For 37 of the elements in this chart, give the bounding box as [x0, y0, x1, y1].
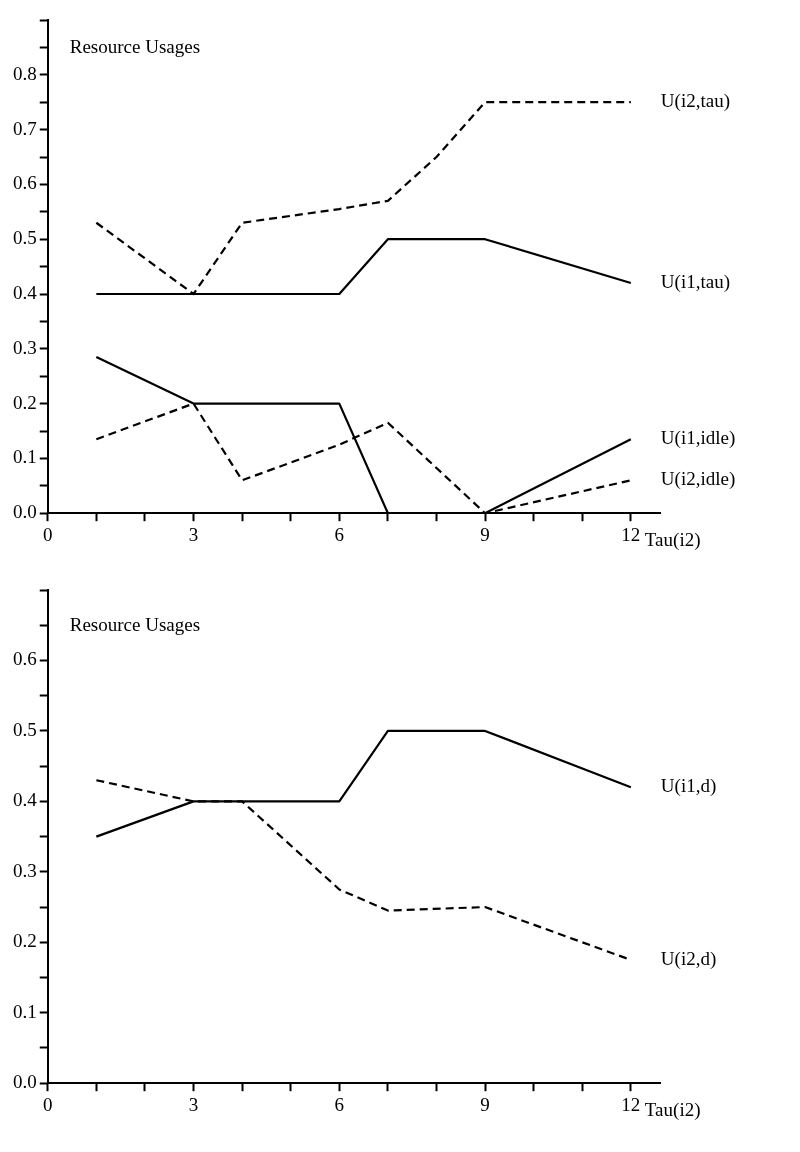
x-tick-label: 9 [480, 523, 490, 545]
y-tick-label: 0.0 [13, 1071, 37, 1093]
series-label: U(i2,idle) [660, 468, 736, 491]
x-tick-label: 9 [480, 1093, 490, 1115]
y-tick-label: 0.5 [13, 227, 37, 249]
x-tick-label: 0 [43, 1093, 53, 1115]
y-tick-label: 0.6 [13, 648, 37, 670]
x-tick-label: 3 [188, 1093, 199, 1115]
series-label: U(i2,tau) [660, 90, 730, 113]
x-tick-label: 6 [334, 523, 345, 545]
y-tick-label: 0.6 [13, 172, 37, 194]
series-label: U(i1,d) [660, 775, 717, 798]
y-tick-label: 0.8 [13, 62, 37, 84]
line-series [95, 101, 632, 296]
y-tick-label: 0.4 [13, 789, 38, 811]
x-tick-label: 12 [621, 1093, 641, 1115]
x-axis-title: Tau(i2) [644, 1098, 701, 1121]
y-tick-label: 0.2 [13, 930, 37, 952]
series-label: U(i2,d) [660, 947, 717, 970]
y-tick-label: 0.3 [13, 336, 37, 358]
x-tick-label: 3 [188, 523, 199, 545]
y-axis-title: Resource Usages [69, 35, 201, 57]
series-label: U(i1,tau) [660, 271, 730, 294]
y-tick-label: 0.0 [13, 501, 37, 523]
y-tick-label: 0.1 [13, 1000, 37, 1022]
x-tick-label: 6 [334, 1093, 345, 1115]
x-tick-label: 0 [43, 523, 53, 545]
y-tick-label: 0.4 [13, 281, 38, 303]
y-tick-label: 0.2 [13, 391, 37, 413]
series-label: U(i1,idle) [660, 427, 736, 450]
y-axis-title: Resource Usages [69, 613, 201, 635]
y-tick-label: 0.1 [13, 446, 37, 468]
y-tick-label: 0.3 [13, 859, 37, 881]
y-tick-label: 0.5 [13, 718, 37, 740]
x-axis-title: Tau(i2) [644, 528, 701, 551]
x-tick-label: 12 [621, 523, 641, 545]
y-tick-label: 0.7 [13, 117, 37, 139]
